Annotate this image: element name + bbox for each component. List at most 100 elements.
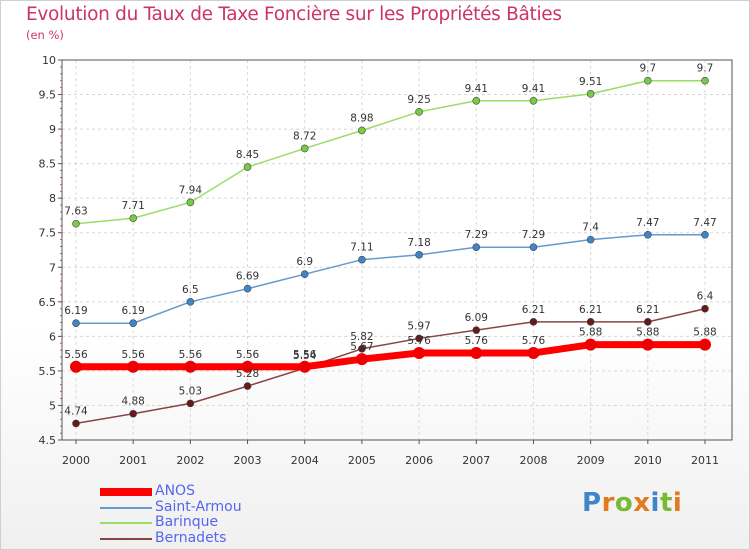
x-tick-label: 2009: [577, 454, 605, 467]
data-point: [298, 360, 311, 373]
data-point: [186, 198, 195, 207]
data-label: 7.11: [350, 242, 373, 254]
data-label: 5.67: [350, 341, 373, 353]
data-point: [415, 108, 423, 116]
data-point: [644, 318, 652, 326]
chart-title: Evolution du Taux de Taxe Foncière sur l…: [26, 4, 562, 25]
data-label: 4.74: [64, 405, 88, 417]
data-label: 9.41: [522, 83, 545, 95]
data-label: 5.56: [293, 349, 317, 361]
data-point: [243, 382, 252, 390]
series-line-saint-armou: [76, 234, 705, 324]
data-label: 5.76: [522, 335, 546, 347]
grid: [62, 59, 732, 441]
data-point: [470, 346, 483, 359]
data-label: 6.19: [121, 305, 144, 317]
y-tick-label: 7.5: [39, 227, 57, 240]
data-point: [72, 219, 80, 228]
legend-swatch: [100, 537, 152, 540]
data-label: 9.7: [639, 63, 656, 75]
proxiti-logo: Proxiti: [582, 488, 683, 518]
data-point: [241, 360, 254, 373]
data-label: 6.5: [182, 284, 199, 296]
legend-swatch: [100, 488, 152, 496]
data-label: 7.94: [179, 184, 203, 196]
data-label: 9.41: [465, 83, 488, 95]
plot-border: [61, 59, 733, 441]
x-tick-label: 2010: [634, 454, 662, 467]
x-tick-label: 2003: [234, 454, 262, 467]
data-label: 7.47: [636, 217, 659, 229]
data-point: [70, 360, 82, 373]
series-line-barinque: [75, 79, 705, 225]
data-point: [358, 126, 366, 135]
data-point: [699, 338, 711, 351]
legend-label: ANOS: [155, 483, 195, 499]
data-point: [243, 284, 252, 293]
data-point: [72, 419, 80, 428]
x-tick-label: 2011: [691, 454, 719, 467]
data-label: 6.21: [579, 304, 602, 316]
data-label: 6.09: [465, 312, 488, 324]
data-label: 8.98: [350, 112, 373, 124]
data-label: 7.47: [693, 217, 716, 229]
series-line-bernadets: [75, 307, 706, 425]
x-tick-label: 2006: [405, 454, 433, 467]
y-tick-label: 4.5: [39, 434, 57, 447]
data-point: [701, 76, 709, 85]
data-label: 8.72: [293, 130, 316, 142]
data-point: [644, 76, 652, 85]
data-point: [129, 319, 137, 328]
data-label: 7.18: [407, 237, 430, 249]
data-label: 5.56: [121, 349, 145, 361]
data-point: [529, 318, 538, 326]
data-point: [701, 304, 709, 313]
y-tick-label: 7: [49, 261, 56, 274]
data-point: [472, 243, 481, 252]
series-layer: [70, 76, 711, 428]
data-point: [129, 409, 137, 418]
y-tick-label: 5.5: [39, 365, 57, 378]
legend-swatch: [100, 522, 152, 524]
data-label: 5.56: [236, 349, 260, 361]
legend-label: Bernadets: [155, 529, 227, 546]
data-label: 5.76: [407, 335, 431, 347]
data-point: [355, 353, 368, 366]
data-label: 6.21: [636, 304, 659, 316]
x-tick-label: 2007: [462, 454, 490, 467]
data-label: 6.4: [697, 291, 714, 303]
data-label: 5.56: [179, 349, 203, 361]
series-line-anos: [76, 341, 705, 371]
data-point: [129, 214, 137, 223]
data-label: 5.88: [636, 327, 659, 339]
data-point: [586, 235, 595, 244]
y-tick-label: 9.5: [39, 89, 57, 102]
data-label: 5.03: [179, 385, 202, 397]
data-point: [415, 251, 423, 259]
data-label: 5.97: [407, 320, 430, 332]
x-tick-label: 2005: [348, 454, 376, 467]
data-point: [415, 334, 423, 343]
data-label: 6.19: [64, 305, 87, 317]
data-point: [641, 338, 654, 351]
data-label: 5.88: [693, 327, 716, 339]
data-point: [529, 243, 538, 252]
y-tick-label: 8: [49, 192, 56, 205]
x-tick-label: 2008: [519, 454, 547, 467]
data-label: 5.88: [579, 327, 602, 339]
data-labels: 5.56 5.56 5.56 5.56 5.56 5.67 5.76 5.76 5.76 5.88…: [64, 63, 716, 418]
data-label: 7.29: [522, 229, 545, 241]
data-label: 9.7: [697, 63, 714, 75]
data-label: 5.28: [236, 368, 259, 380]
legend-swatch: [100, 506, 152, 509]
data-point: [127, 360, 140, 373]
data-point: [186, 399, 195, 408]
data-point: [186, 298, 195, 306]
data-point: [184, 360, 197, 373]
data-point: [527, 346, 540, 359]
legend-label: Saint-Armou: [155, 498, 242, 515]
data-label: 5.82: [350, 331, 373, 343]
data-point: [358, 255, 366, 264]
